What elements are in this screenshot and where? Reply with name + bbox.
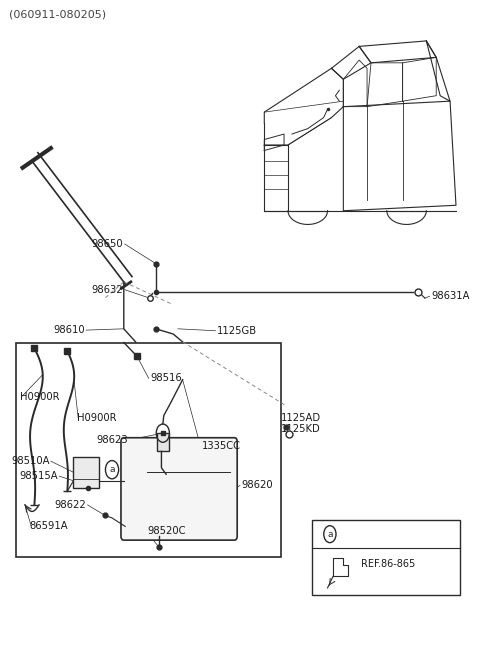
Text: 98622: 98622 <box>54 500 86 510</box>
Text: 98515A: 98515A <box>19 471 58 481</box>
Text: 98631A: 98631A <box>431 291 469 301</box>
Text: 1125GB: 1125GB <box>217 326 257 336</box>
Bar <box>73 457 99 488</box>
Text: 98623: 98623 <box>97 435 129 445</box>
Text: H0900R: H0900R <box>77 413 116 422</box>
Text: 98510A: 98510A <box>11 456 49 466</box>
Text: 98620: 98620 <box>241 480 273 491</box>
Text: 1125KD: 1125KD <box>280 424 320 434</box>
Text: (060911-080205): (060911-080205) <box>10 9 107 19</box>
Text: 86591A: 86591A <box>30 521 68 531</box>
Text: 98516: 98516 <box>150 373 182 383</box>
Bar <box>157 433 169 451</box>
FancyBboxPatch shape <box>121 438 237 540</box>
Text: a: a <box>327 530 333 538</box>
Bar <box>15 343 281 557</box>
Text: 1125AD: 1125AD <box>280 413 321 422</box>
Text: 1335CC: 1335CC <box>202 441 241 451</box>
Text: 98610: 98610 <box>53 325 85 335</box>
Text: 98632: 98632 <box>92 285 123 295</box>
Text: 98650: 98650 <box>92 239 123 249</box>
Text: REF.86-865: REF.86-865 <box>361 559 416 569</box>
Bar <box>312 520 460 595</box>
Text: H0900R: H0900R <box>20 392 60 402</box>
Text: 98520C: 98520C <box>147 526 186 536</box>
Text: a: a <box>109 465 115 474</box>
